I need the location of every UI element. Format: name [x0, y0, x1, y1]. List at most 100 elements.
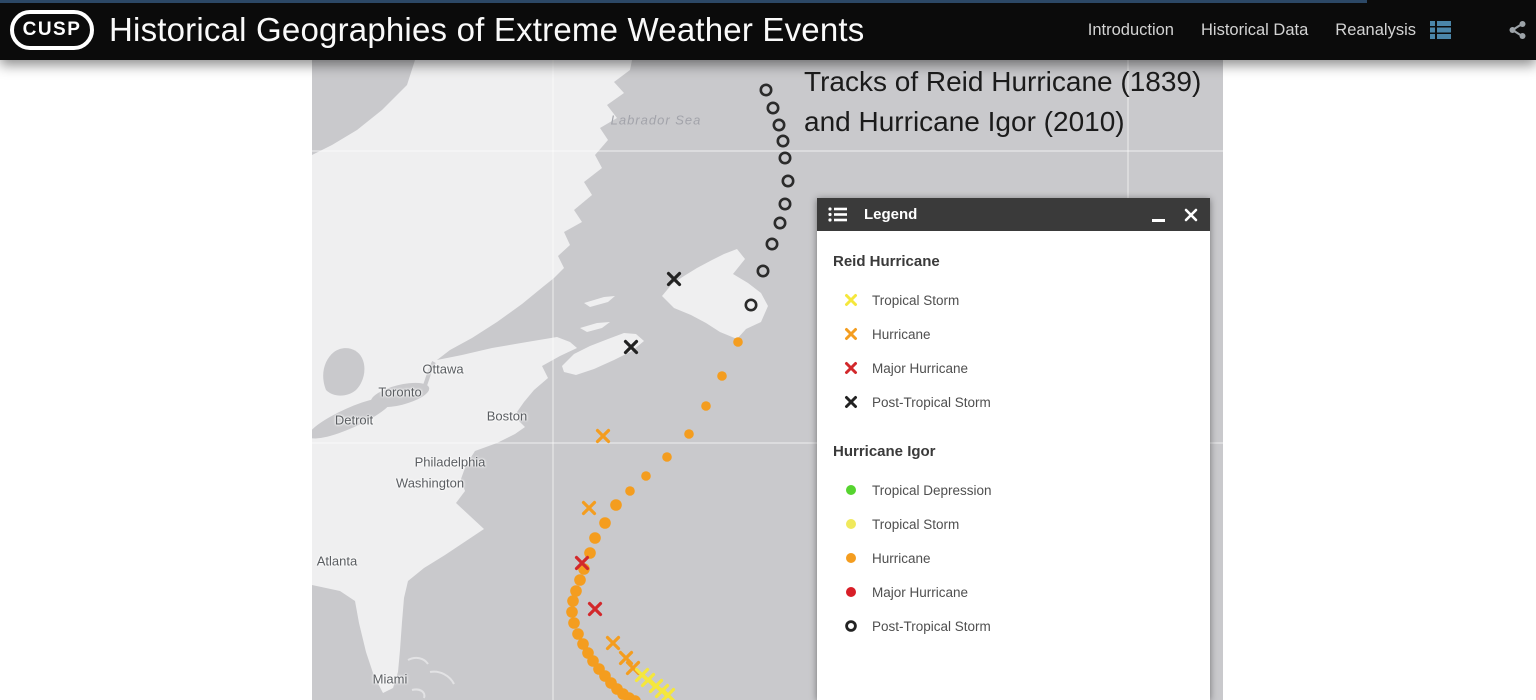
legend-item: Hurricane: [833, 317, 1210, 351]
land-newfoundland: [662, 249, 768, 339]
igor-track-point-post-tropical[interactable]: [766, 101, 780, 115]
legend-list-icon: [828, 207, 848, 222]
bahamas-islands: [407, 656, 455, 699]
igor-track-point-hurricane[interactable]: [567, 595, 579, 607]
legend-item-label: Tropical Storm: [872, 516, 960, 532]
header-accent-line: [0, 0, 1367, 3]
igor-track-point-hurricane[interactable]: [574, 574, 586, 586]
land-mainland: [312, 60, 632, 693]
igor-track-point-post-tropical[interactable]: [744, 298, 758, 312]
map-label-washington: Washington: [395, 475, 465, 491]
table-rows-icon[interactable]: [1430, 21, 1451, 39]
lake-erie: [312, 397, 392, 439]
legend-marker-dot: [843, 482, 859, 498]
nav-item-introduction[interactable]: Introduction: [1087, 20, 1174, 39]
reid-track-point-major-hurricane[interactable]: [587, 601, 603, 617]
igor-track-point-post-tropical[interactable]: [765, 237, 779, 251]
legend-item: Hurricane: [833, 541, 1210, 575]
igor-track-point-post-tropical[interactable]: [778, 151, 792, 165]
reid-track-point-post-tropical-storm[interactable]: [623, 339, 639, 355]
igor-track-point-hurricane[interactable]: [684, 429, 694, 439]
legend-item: Post-Tropical Storm: [833, 609, 1210, 643]
land-nova-scotia: [562, 333, 644, 375]
igor-track-point-hurricane[interactable]: [570, 585, 582, 597]
igor-track-point-hurricane[interactable]: [641, 471, 651, 481]
legend-section: Hurricane Igor Tropical Depression Tropica…: [833, 443, 1210, 643]
reid-track-point-hurricane[interactable]: [581, 500, 597, 516]
legend-item: Major Hurricane: [833, 575, 1210, 609]
legend-marker-x: [843, 292, 859, 308]
legend-item: Tropical Storm: [833, 283, 1210, 317]
reid-track-point-major-hurricane[interactable]: [574, 555, 590, 571]
land-anticosti: [584, 296, 615, 307]
legend-marker-dot: [843, 584, 859, 600]
cusp-logo[interactable]: CUSP: [10, 10, 94, 50]
map-label-ottawa: Ottawa: [422, 361, 464, 377]
basemap: [312, 60, 1223, 700]
legend-marker-x: [843, 360, 859, 376]
reid-track-point-hurricane[interactable]: [595, 428, 611, 444]
igor-track-point-hurricane[interactable]: [662, 452, 672, 462]
igor-track-point-post-tropical[interactable]: [773, 216, 787, 230]
legend-body: Reid Hurricane Tropical Storm Hurricane Maj…: [817, 231, 1210, 643]
reid-track-point-post-tropical-storm[interactable]: [666, 271, 682, 287]
igor-track-point-hurricane[interactable]: [610, 499, 622, 511]
legend-section: Reid Hurricane Tropical Storm Hurricane Maj…: [833, 253, 1210, 419]
reid-track-point-hurricane[interactable]: [605, 635, 621, 651]
share-icon[interactable]: [1508, 20, 1527, 40]
page-title: Historical Geographies of Extreme Weathe…: [109, 11, 865, 48]
legend-item-label: Major Hurricane: [872, 584, 969, 600]
legend-item: Post-Tropical Storm: [833, 385, 1210, 419]
igor-track-point-hurricane[interactable]: [572, 628, 584, 640]
igor-track-point-post-tropical[interactable]: [772, 118, 786, 132]
igor-track-point-hurricane[interactable]: [717, 371, 727, 381]
header-nav: Introduction Historical Data Reanalysis: [1088, 21, 1416, 40]
igor-track-point-hurricane[interactable]: [568, 617, 580, 629]
legend-item-label: Post-Tropical Storm: [872, 618, 991, 634]
legend-item: Tropical Storm: [833, 507, 1210, 541]
igor-track-point-post-tropical[interactable]: [776, 134, 790, 148]
igor-track-point-hurricane[interactable]: [589, 532, 601, 544]
igor-track-point-hurricane[interactable]: [625, 486, 635, 496]
igor-track-point-hurricane[interactable]: [584, 547, 596, 559]
legend-marker-dot: [843, 516, 859, 532]
igor-track-point-post-tropical[interactable]: [778, 197, 792, 211]
reid-track-point-hurricane[interactable]: [618, 650, 634, 666]
close-icon[interactable]: [1184, 208, 1198, 222]
legend-marker-x: [843, 394, 859, 410]
minimize-icon[interactable]: [1152, 219, 1165, 222]
igor-track-point-hurricane[interactable]: [577, 638, 589, 650]
app-header: CUSP Historical Geographies of Extreme W…: [0, 0, 1536, 60]
legend-item: Tropical Depression: [833, 473, 1210, 507]
igor-track-point-hurricane[interactable]: [629, 695, 641, 700]
legend-item-label: Tropical Storm: [872, 292, 960, 308]
legend-item-label: Major Hurricane: [872, 360, 969, 376]
legend-header[interactable]: Legend: [817, 198, 1210, 231]
igor-track-point-post-tropical[interactable]: [756, 264, 770, 278]
legend-panel: Legend Reid Hurricane Tropical Storm Hurri…: [817, 198, 1210, 700]
legend-item-label: Post-Tropical Storm: [872, 394, 991, 410]
igor-track-point-hurricane[interactable]: [587, 655, 599, 667]
map-label-philadelphia: Philadelphia: [414, 454, 486, 470]
igor-track-point-hurricane[interactable]: [733, 337, 743, 347]
map-label-miami: Miami: [372, 671, 408, 687]
igor-track-point-hurricane[interactable]: [566, 606, 578, 618]
igor-track-point-post-tropical[interactable]: [759, 83, 773, 97]
lake-ontario: [370, 382, 430, 408]
nav-item-reanalysis[interactable]: Reanalysis: [1335, 20, 1416, 39]
legend-marker-x: [843, 326, 859, 342]
land-pei: [580, 322, 610, 332]
st-lawrence-river: [422, 361, 436, 389]
legend-item-label: Hurricane: [872, 326, 931, 342]
igor-track-point-hurricane[interactable]: [701, 401, 711, 411]
lake-huron: [323, 348, 365, 396]
igor-track-point-hurricane[interactable]: [599, 517, 611, 529]
nav-item-historical-data[interactable]: Historical Data: [1200, 20, 1309, 39]
map-label-labrador-sea: Labrador Sea: [610, 112, 702, 128]
legend-item-label: Hurricane: [872, 550, 931, 566]
cusp-logo-text: CUSP: [22, 19, 82, 40]
legend-marker-dot: [843, 550, 859, 566]
igor-track-point-post-tropical[interactable]: [781, 174, 795, 188]
map-title-line2: and Hurricane Igor (2010): [804, 106, 1125, 137]
reid-track-point-tropical-storm[interactable]: [660, 687, 676, 700]
